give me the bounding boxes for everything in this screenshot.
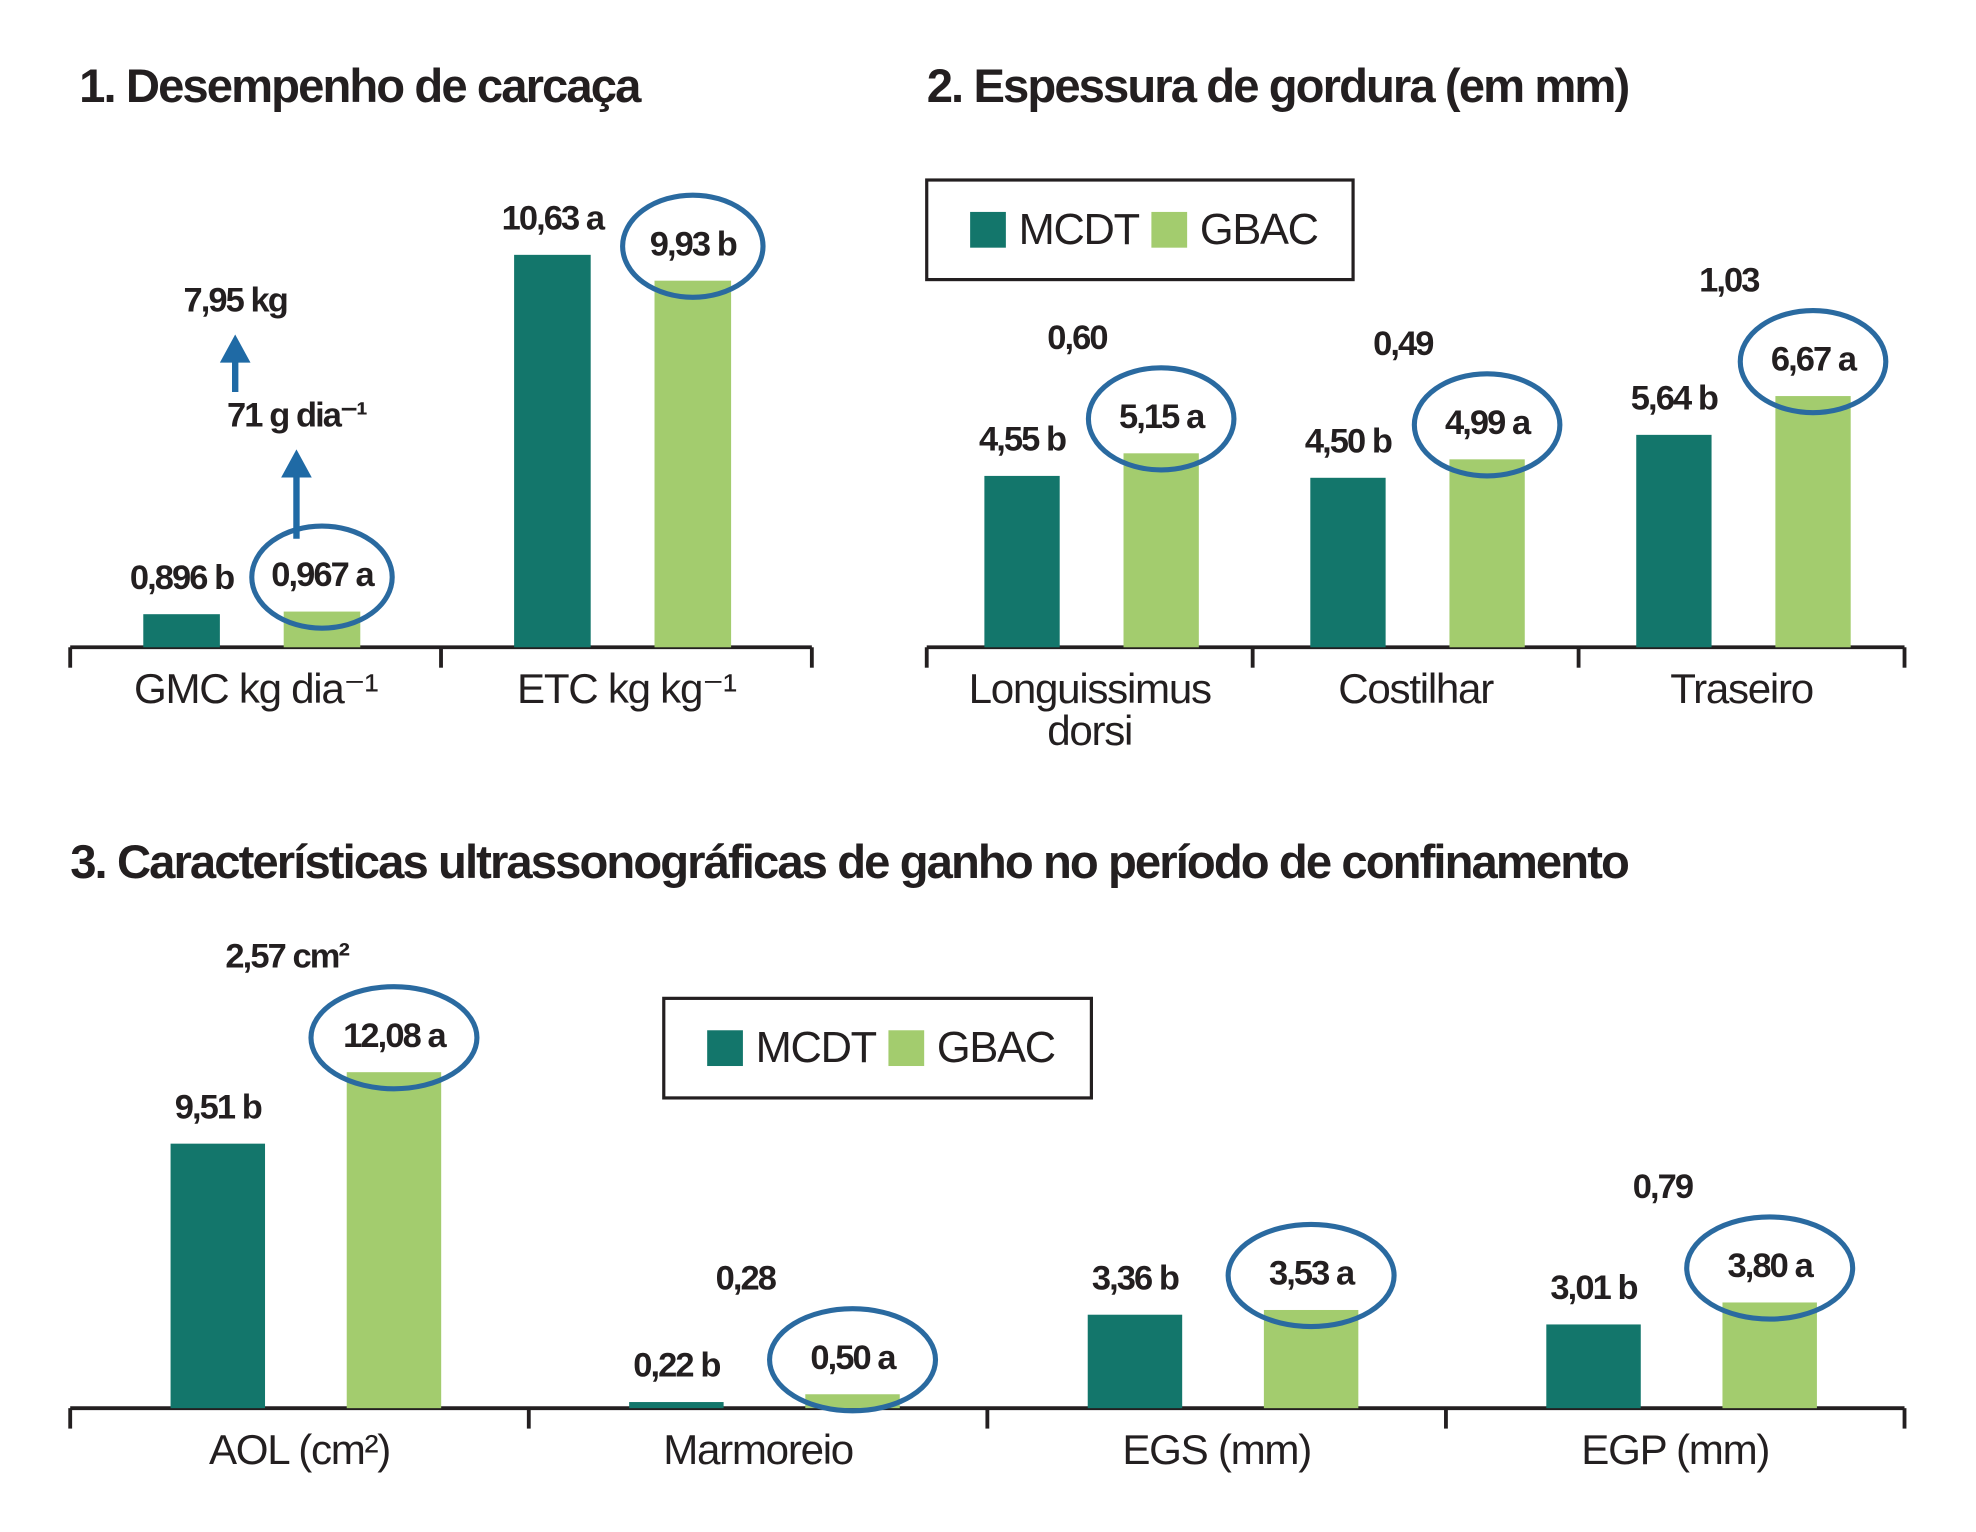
bar	[170, 1143, 266, 1409]
x-tick-label-line: dorsi	[1047, 707, 1132, 754]
highlight-circle	[620, 192, 766, 300]
highlight-circle	[1225, 1221, 1397, 1330]
arrow-head	[281, 449, 312, 478]
x-tick-label-line: Longuissimus	[969, 665, 1211, 712]
bar	[514, 254, 591, 648]
legend-box	[662, 996, 1093, 1100]
x-tick-label: EGS (mm)	[1122, 1426, 1311, 1473]
value-label: 4,50 b	[1305, 422, 1392, 460]
highlight-circle	[1411, 371, 1563, 479]
bar	[984, 475, 1060, 648]
highlight-circle	[1085, 365, 1237, 473]
value-label: 6,67 a	[1771, 341, 1858, 379]
annotation: 71 g dia⁻¹	[227, 397, 367, 435]
value-label: 9,51 b	[175, 1088, 262, 1126]
x-tick-label: Traseiro	[1670, 665, 1813, 712]
bar	[805, 1394, 900, 1409]
highlight-circle	[767, 1306, 939, 1414]
value-label: 12,08 a	[343, 1017, 447, 1055]
bar	[629, 1402, 724, 1409]
legend-label: GBAC	[937, 1024, 1055, 1072]
bar	[1310, 477, 1386, 648]
legend-swatch	[707, 1030, 743, 1067]
bar	[654, 280, 732, 648]
x-tick-label: GMC kg dia⁻¹	[134, 665, 378, 712]
legend-swatch	[888, 1030, 925, 1067]
value-label: 0,896 b	[130, 559, 234, 597]
value-label: 5,64 b	[1631, 379, 1718, 417]
legend-swatch	[1151, 211, 1188, 248]
annotation: 0,28	[716, 1260, 777, 1298]
value-label: 3,36 b	[1092, 1259, 1179, 1297]
value-label: 3,01 b	[1550, 1269, 1637, 1307]
legend-label: GBAC	[1200, 206, 1318, 254]
value-label: 5,15 a	[1119, 398, 1206, 436]
legend-label: MCDT	[1019, 206, 1140, 254]
value-label: 3,80 a	[1728, 1247, 1815, 1285]
annotation: 0,79	[1633, 1168, 1693, 1206]
highlight-circle	[1737, 307, 1889, 416]
arrow-head	[219, 334, 251, 363]
legend-swatch	[970, 211, 1006, 248]
bar	[1546, 1324, 1641, 1409]
value-label: 3,53 a	[1269, 1255, 1356, 1293]
x-tick-label: Costilhar	[1338, 665, 1494, 712]
bar	[1775, 396, 1851, 648]
chart-title: 2. Espessura de gordura (em mm)	[927, 60, 1629, 113]
x-tick-label: Marmoreio	[663, 1426, 853, 1473]
bar	[346, 1072, 442, 1409]
bar	[1087, 1314, 1183, 1409]
annotation: 0,60	[1047, 319, 1107, 357]
annotation: 0,49	[1373, 325, 1433, 363]
highlight-circle	[308, 984, 480, 1092]
bar	[1449, 459, 1525, 648]
x-tick-label: EGP (mm)	[1581, 1426, 1769, 1473]
value-label: 0,967 a	[271, 556, 375, 594]
value-label: 0,50 a	[810, 1339, 897, 1377]
bar	[143, 614, 220, 648]
chart-title: 1. Desempenho de carcaça	[79, 60, 642, 113]
highlight-circle	[249, 523, 395, 631]
value-label: 10,63 a	[502, 199, 606, 237]
x-tick-label: ETC kg kg⁻¹	[517, 665, 737, 712]
legend-box	[925, 178, 1355, 282]
chart-title: 3. Características ultrassonográficas de…	[70, 836, 1628, 889]
bar	[1123, 453, 1199, 648]
x-tick-label: Longuissimus dorsi	[969, 665, 1211, 754]
value-label: 4,55 b	[979, 421, 1066, 459]
annotation: 7,95 kg	[183, 282, 286, 320]
legend-label: MCDT	[756, 1024, 877, 1072]
annotation: 1,03	[1699, 262, 1759, 300]
x-tick-label: AOL (cm²)	[209, 1426, 390, 1473]
value-label: 9,93 b	[650, 225, 737, 263]
highlight-circle	[1684, 1214, 1856, 1322]
annotation: 2,57 cm²	[225, 938, 349, 976]
value-label: 0,22 b	[633, 1347, 720, 1385]
value-label: 4,99 a	[1445, 404, 1532, 442]
bar	[1636, 434, 1712, 648]
